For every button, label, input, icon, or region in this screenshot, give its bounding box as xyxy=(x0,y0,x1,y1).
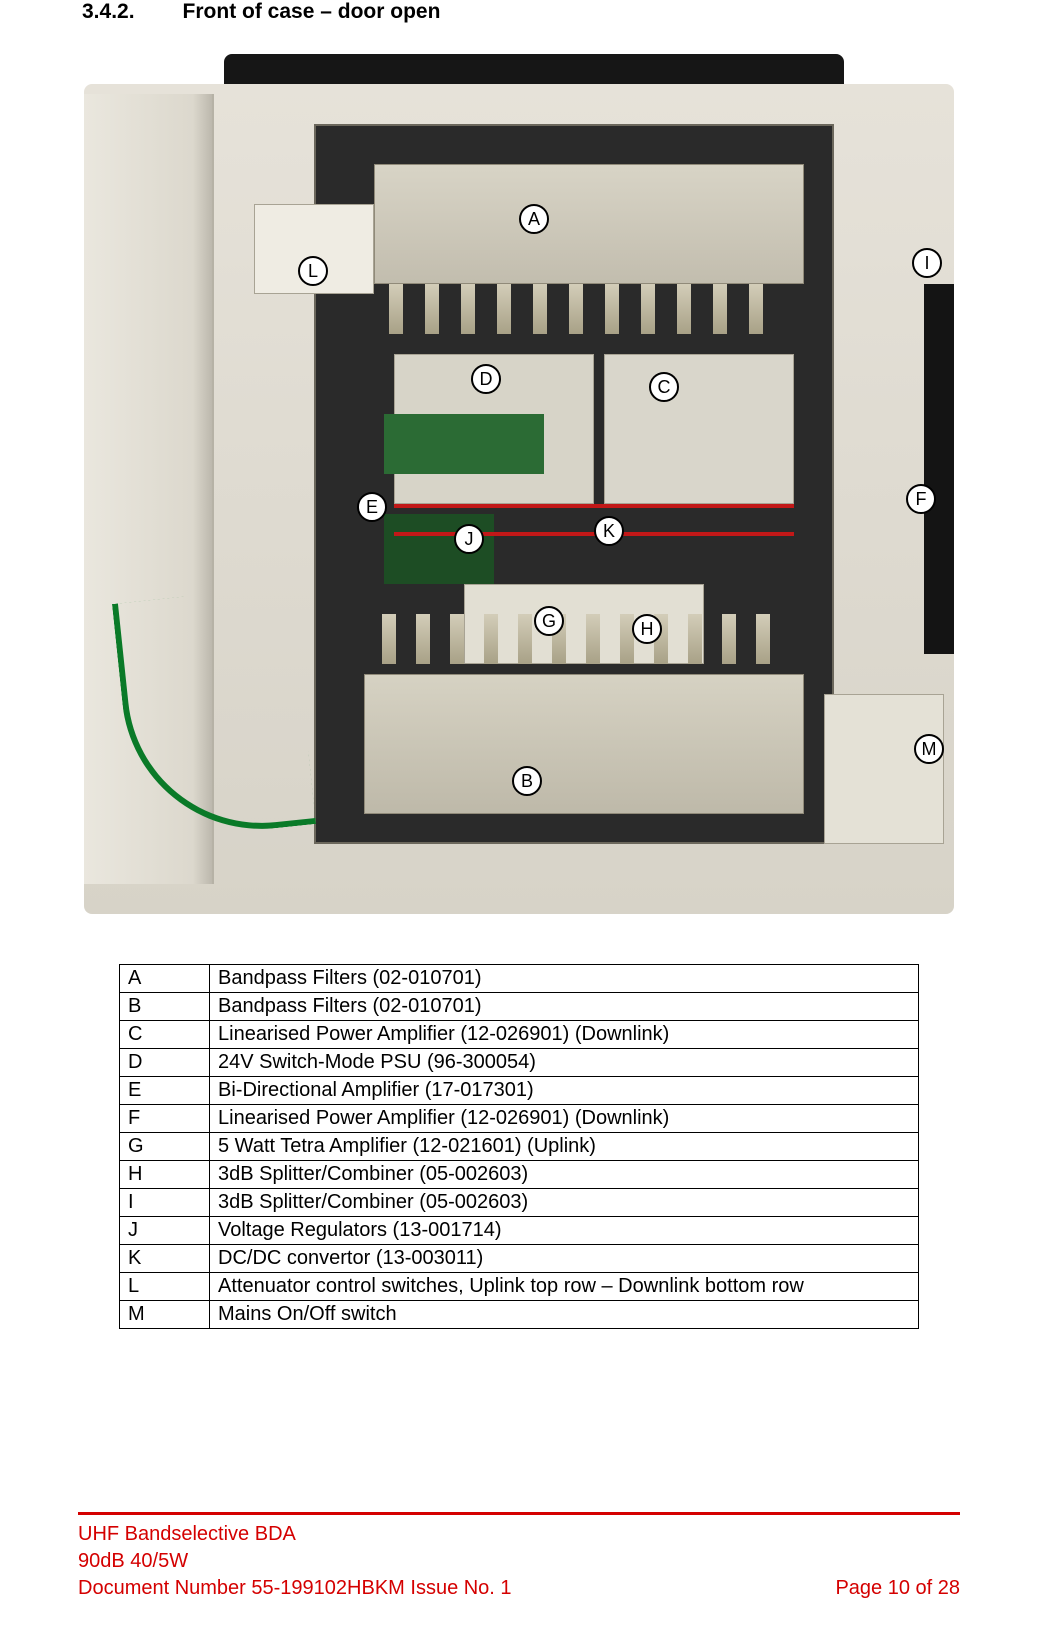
legend-description: DC/DC convertor (13-003011) xyxy=(210,1245,919,1273)
wire-red-1 xyxy=(394,504,794,508)
legend-key: H xyxy=(120,1161,210,1189)
table-row: G5 Watt Tetra Amplifier (12-021601) (Upl… xyxy=(120,1133,919,1161)
legend-description: 3dB Splitter/Combiner (05-002603) xyxy=(210,1161,919,1189)
pcb-upper xyxy=(384,414,544,474)
equipment-figure: A L I D C E F J K G H M B xyxy=(84,54,954,924)
section-heading: 3.4.2. Front of case – door open xyxy=(82,0,956,24)
callout-e: E xyxy=(357,492,387,522)
footer-rule xyxy=(78,1512,960,1515)
legend-key: B xyxy=(120,993,210,1021)
legend-key: L xyxy=(120,1273,210,1301)
callout-m: M xyxy=(914,734,944,764)
table-row: FLinearised Power Amplifier (12-026901) … xyxy=(120,1105,919,1133)
page-footer: UHF Bandselective BDA 90dB 40/5W Documen… xyxy=(78,1512,960,1602)
footer-line-2: 90dB 40/5W xyxy=(78,1548,960,1575)
legend-table: ABandpass Filters (02-010701)BBandpass F… xyxy=(119,964,919,1329)
callout-j: J xyxy=(454,524,484,554)
table-row: JVoltage Regulators (13-001714) xyxy=(120,1217,919,1245)
section-number: 3.4.2. xyxy=(82,0,135,24)
legend-key: E xyxy=(120,1077,210,1105)
legend-description: Bandpass Filters (02-010701) xyxy=(210,993,919,1021)
callout-f: F xyxy=(906,484,936,514)
module-a xyxy=(374,164,804,284)
legend-key: F xyxy=(120,1105,210,1133)
connector-row-upper xyxy=(379,284,809,344)
legend-key: I xyxy=(120,1189,210,1217)
table-row: D24V Switch-Mode PSU (96-300054) xyxy=(120,1049,919,1077)
table-row: I3dB Splitter/Combiner (05-002603) xyxy=(120,1189,919,1217)
legend-key: G xyxy=(120,1133,210,1161)
table-row: MMains On/Off switch xyxy=(120,1301,919,1329)
table-row: LAttenuator control switches, Uplink top… xyxy=(120,1273,919,1301)
module-m xyxy=(824,694,944,844)
callout-b: B xyxy=(512,766,542,796)
table-row: CLinearised Power Amplifier (12-026901) … xyxy=(120,1021,919,1049)
module-b xyxy=(364,674,804,814)
callout-i: I xyxy=(912,248,942,278)
table-row: H3dB Splitter/Combiner (05-002603) xyxy=(120,1161,919,1189)
callout-k: K xyxy=(594,516,624,546)
legend-description: Bandpass Filters (02-010701) xyxy=(210,965,919,993)
table-row: EBi-Directional Amplifier (17-017301) xyxy=(120,1077,919,1105)
legend-description: Attenuator control switches, Uplink top … xyxy=(210,1273,919,1301)
callout-h: H xyxy=(632,614,662,644)
legend-key: D xyxy=(120,1049,210,1077)
callout-l: L xyxy=(298,256,328,286)
footer-page-number: Page 10 of 28 xyxy=(835,1575,960,1602)
legend-description: 24V Switch-Mode PSU (96-300054) xyxy=(210,1049,919,1077)
footer-doc-number: Document Number 55-199102HBKM Issue No. … xyxy=(78,1575,512,1602)
legend-description: Bi-Directional Amplifier (17-017301) xyxy=(210,1077,919,1105)
legend-key: C xyxy=(120,1021,210,1049)
table-row: ABandpass Filters (02-010701) xyxy=(120,965,919,993)
legend-description: 3dB Splitter/Combiner (05-002603) xyxy=(210,1189,919,1217)
legend-description: Mains On/Off switch xyxy=(210,1301,919,1329)
module-c xyxy=(604,354,794,504)
case-right-edge xyxy=(924,284,954,654)
connector-row-lower xyxy=(374,614,814,672)
table-row: KDC/DC convertor (13-003011) xyxy=(120,1245,919,1273)
callout-a: A xyxy=(519,204,549,234)
legend-key: A xyxy=(120,965,210,993)
callout-c: C xyxy=(649,372,679,402)
legend-description: Linearised Power Amplifier (12-026901) (… xyxy=(210,1021,919,1049)
section-title: Front of case – door open xyxy=(183,0,441,24)
legend-description: Voltage Regulators (13-001714) xyxy=(210,1217,919,1245)
footer-line-1: UHF Bandselective BDA xyxy=(78,1521,960,1548)
callout-g: G xyxy=(534,606,564,636)
legend-description: Linearised Power Amplifier (12-026901) (… xyxy=(210,1105,919,1133)
legend-key: M xyxy=(120,1301,210,1329)
callout-d: D xyxy=(471,364,501,394)
legend-key: K xyxy=(120,1245,210,1273)
legend-description: 5 Watt Tetra Amplifier (12-021601) (Upli… xyxy=(210,1133,919,1161)
table-row: BBandpass Filters (02-010701) xyxy=(120,993,919,1021)
legend-key: J xyxy=(120,1217,210,1245)
